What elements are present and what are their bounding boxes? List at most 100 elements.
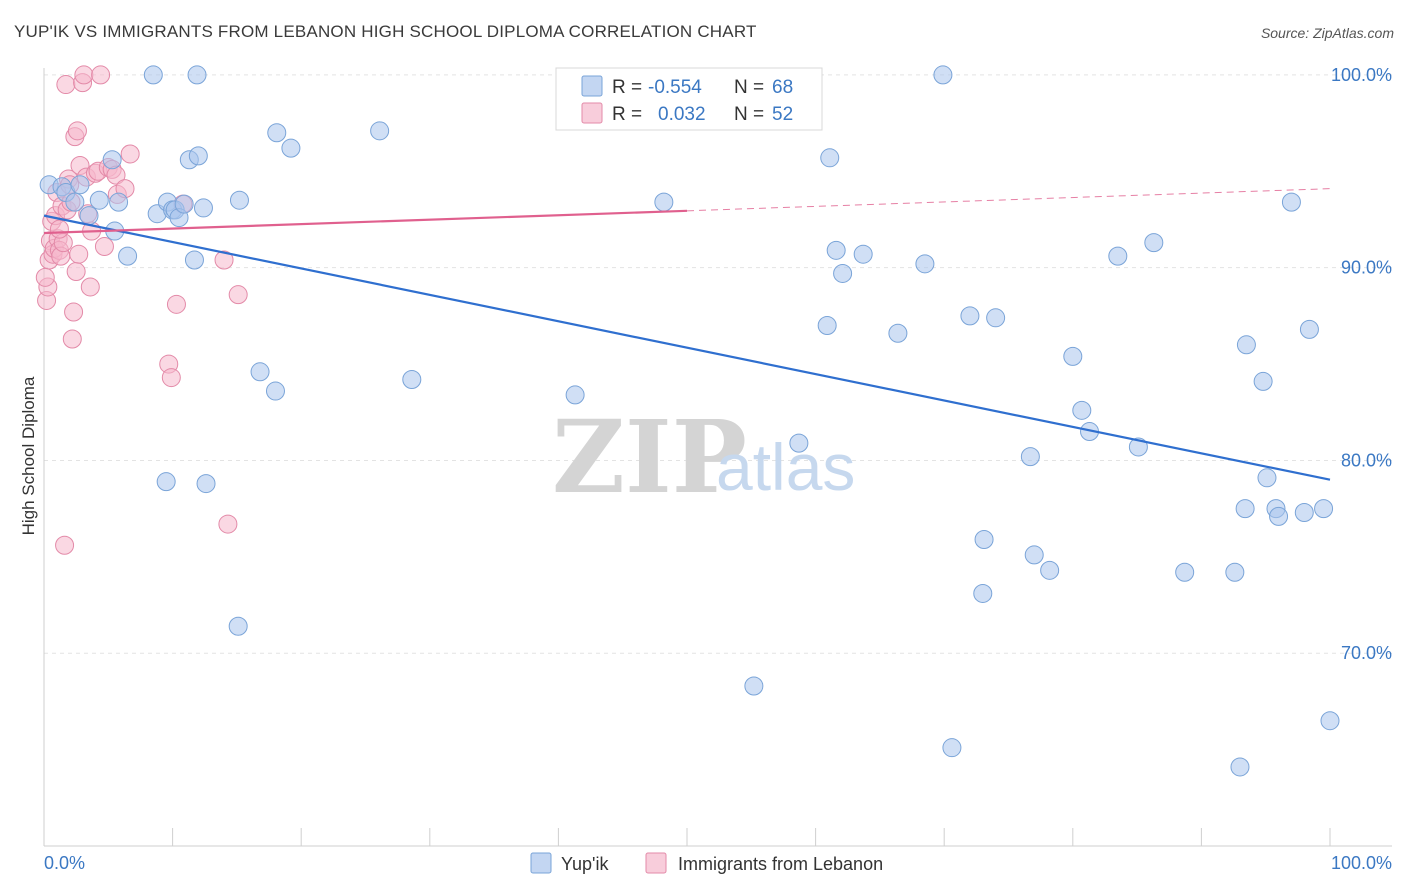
point-yupik-13 bbox=[156, 472, 176, 492]
point-lebanon-31 bbox=[80, 277, 100, 297]
point-yupik-71 bbox=[1314, 499, 1334, 519]
y-tick-labels: 100.0% 90.0% 80.0% 70.0% bbox=[1331, 65, 1392, 663]
point-yupik-33 bbox=[565, 385, 585, 405]
point-lebanon-50 bbox=[35, 267, 55, 287]
point-yupik-65 bbox=[1257, 468, 1277, 488]
stat-legend-n-value-yupik: 68 bbox=[772, 77, 793, 98]
point-lebanon-28 bbox=[74, 65, 94, 85]
trend-line-lebanon bbox=[43, 209, 688, 235]
stat-legend-n-label-lebanon: N = bbox=[734, 104, 764, 125]
point-lebanon-23 bbox=[66, 262, 86, 282]
stat-legend-r-value-yupik: -0.554 bbox=[648, 77, 702, 98]
point-yupik-70 bbox=[1299, 319, 1319, 339]
point-yupik-46 bbox=[960, 306, 980, 326]
point-lebanon-48 bbox=[218, 514, 238, 534]
point-yupik-59 bbox=[1175, 562, 1195, 582]
point-yupik-61 bbox=[1230, 757, 1250, 777]
point-yupik-24 bbox=[188, 146, 208, 166]
trend-line-lebanon-extension bbox=[686, 188, 1331, 212]
point-lebanon-51 bbox=[49, 219, 69, 239]
point-yupik-53 bbox=[1063, 346, 1083, 366]
point-yupik-40 bbox=[833, 263, 853, 283]
point-yupik-39 bbox=[826, 240, 846, 260]
zipatlas-watermark: ZIP atlas bbox=[552, 398, 855, 516]
point-lebanon-35 bbox=[91, 65, 111, 85]
y-tick-label-2: 80.0% bbox=[1341, 450, 1392, 470]
point-lebanon-36 bbox=[94, 236, 114, 256]
x-tick-label-max: 100.0% bbox=[1331, 853, 1392, 873]
point-yupik-43 bbox=[915, 254, 935, 274]
point-yupik-62 bbox=[1235, 499, 1255, 519]
point-lebanon-44 bbox=[161, 368, 181, 388]
y-tick-label-3: 70.0% bbox=[1341, 643, 1392, 663]
watermark-zip: ZIP bbox=[552, 398, 747, 516]
point-yupik-4 bbox=[70, 175, 90, 195]
point-yupik-37 bbox=[817, 316, 837, 336]
point-lebanon-20 bbox=[62, 329, 82, 349]
series-lebanon-points bbox=[35, 65, 248, 555]
stat-legend-swatch-lebanon bbox=[581, 102, 603, 124]
point-yupik-11 bbox=[143, 65, 163, 85]
chart-title: YUP'IK VS IMMIGRANTS FROM LEBANON HIGH S… bbox=[14, 22, 757, 41]
bottom-legend: Yup'ik Immigrants from Lebanon bbox=[530, 852, 883, 874]
stat-legend-n-label-yupik: N = bbox=[734, 77, 764, 98]
point-yupik-27 bbox=[250, 362, 270, 382]
point-yupik-6 bbox=[89, 190, 109, 210]
point-yupik-63 bbox=[1236, 335, 1256, 355]
point-yupik-18 bbox=[196, 474, 216, 494]
point-yupik-42 bbox=[888, 323, 908, 343]
point-yupik-49 bbox=[986, 308, 1006, 328]
point-yupik-67 bbox=[1269, 506, 1289, 526]
point-yupik-7 bbox=[102, 150, 122, 170]
point-yupik-3 bbox=[65, 192, 85, 212]
point-yupik-23 bbox=[187, 65, 207, 85]
legend-swatch-lebanon bbox=[645, 852, 667, 874]
point-yupik-29 bbox=[267, 123, 287, 143]
stat-legend-r-value-lebanon: 0.032 bbox=[658, 104, 706, 125]
legend-swatch-yupik bbox=[530, 852, 552, 874]
point-yupik-50 bbox=[1020, 447, 1040, 467]
point-lebanon-21 bbox=[64, 302, 84, 322]
point-lebanon-42 bbox=[120, 144, 140, 164]
point-yupik-22 bbox=[184, 250, 204, 270]
point-yupik-68 bbox=[1281, 192, 1301, 212]
point-yupik-48 bbox=[973, 583, 993, 603]
point-yupik-10 bbox=[118, 246, 138, 266]
point-yupik-25 bbox=[228, 616, 248, 636]
point-yupik-32 bbox=[402, 369, 422, 389]
point-lebanon-24 bbox=[67, 121, 87, 141]
point-yupik-57 bbox=[1128, 437, 1148, 457]
point-lebanon-25 bbox=[69, 244, 89, 264]
trend-lines bbox=[43, 188, 1331, 481]
y-tick-label-0: 100.0% bbox=[1331, 65, 1392, 85]
point-yupik-30 bbox=[281, 138, 301, 158]
point-lebanon-15 bbox=[56, 75, 76, 95]
point-yupik-31 bbox=[370, 121, 390, 141]
point-yupik-17 bbox=[193, 198, 213, 218]
point-yupik-64 bbox=[1253, 371, 1273, 391]
point-yupik-34 bbox=[654, 192, 674, 212]
point-yupik-60 bbox=[1225, 562, 1245, 582]
y-axis-title: High School Diploma bbox=[19, 376, 38, 535]
point-yupik-51 bbox=[1024, 545, 1044, 565]
stat-legend-r-label-yupik: R = bbox=[612, 77, 642, 98]
stat-legend-n-value-lebanon: 52 bbox=[772, 104, 793, 125]
legend-label-lebanon: Immigrants from Lebanon bbox=[678, 854, 883, 874]
stat-legend-r-label-lebanon: R = bbox=[612, 104, 642, 125]
point-yupik-20 bbox=[174, 194, 194, 214]
point-yupik-72 bbox=[1320, 711, 1340, 731]
point-lebanon-14 bbox=[55, 535, 75, 555]
legend-label-yupik: Yup'ik bbox=[561, 854, 609, 874]
trend-line-yupik bbox=[43, 214, 1331, 481]
point-yupik-45 bbox=[942, 738, 962, 758]
point-yupik-44 bbox=[933, 65, 953, 85]
point-yupik-52 bbox=[1040, 560, 1060, 580]
stat-legend-swatch-yupik bbox=[581, 75, 603, 97]
point-yupik-41 bbox=[853, 244, 873, 264]
point-yupik-38 bbox=[820, 148, 840, 168]
point-yupik-69 bbox=[1294, 503, 1314, 523]
point-yupik-26 bbox=[229, 190, 249, 210]
point-lebanon-45 bbox=[166, 294, 186, 314]
y-tick-label-1: 90.0% bbox=[1341, 258, 1392, 278]
